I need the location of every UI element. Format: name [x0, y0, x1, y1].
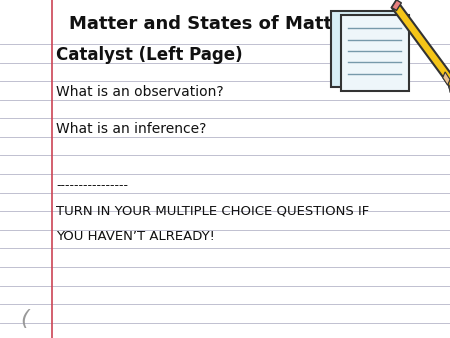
Polygon shape: [341, 15, 409, 91]
Text: Catalyst (Left Page): Catalyst (Left Page): [56, 46, 243, 64]
Polygon shape: [392, 0, 450, 83]
Text: YOU HAVEN’T ALREADY!: YOU HAVEN’T ALREADY!: [56, 230, 215, 243]
Text: TURN IN YOUR MULTIPLE CHOICE QUESTIONS IF: TURN IN YOUR MULTIPLE CHOICE QUESTIONS I…: [56, 205, 369, 218]
Text: What is an inference?: What is an inference?: [56, 122, 207, 136]
Text: What is an observation?: What is an observation?: [56, 85, 224, 99]
Polygon shape: [392, 0, 401, 10]
Polygon shape: [449, 83, 450, 93]
Text: (: (: [20, 309, 29, 330]
Text: Matter and States of Matter: Matter and States of Matter: [69, 15, 354, 33]
Text: ----------------: ----------------: [56, 179, 128, 192]
Polygon shape: [443, 72, 450, 85]
Polygon shape: [331, 11, 399, 87]
Polygon shape: [448, 76, 450, 90]
